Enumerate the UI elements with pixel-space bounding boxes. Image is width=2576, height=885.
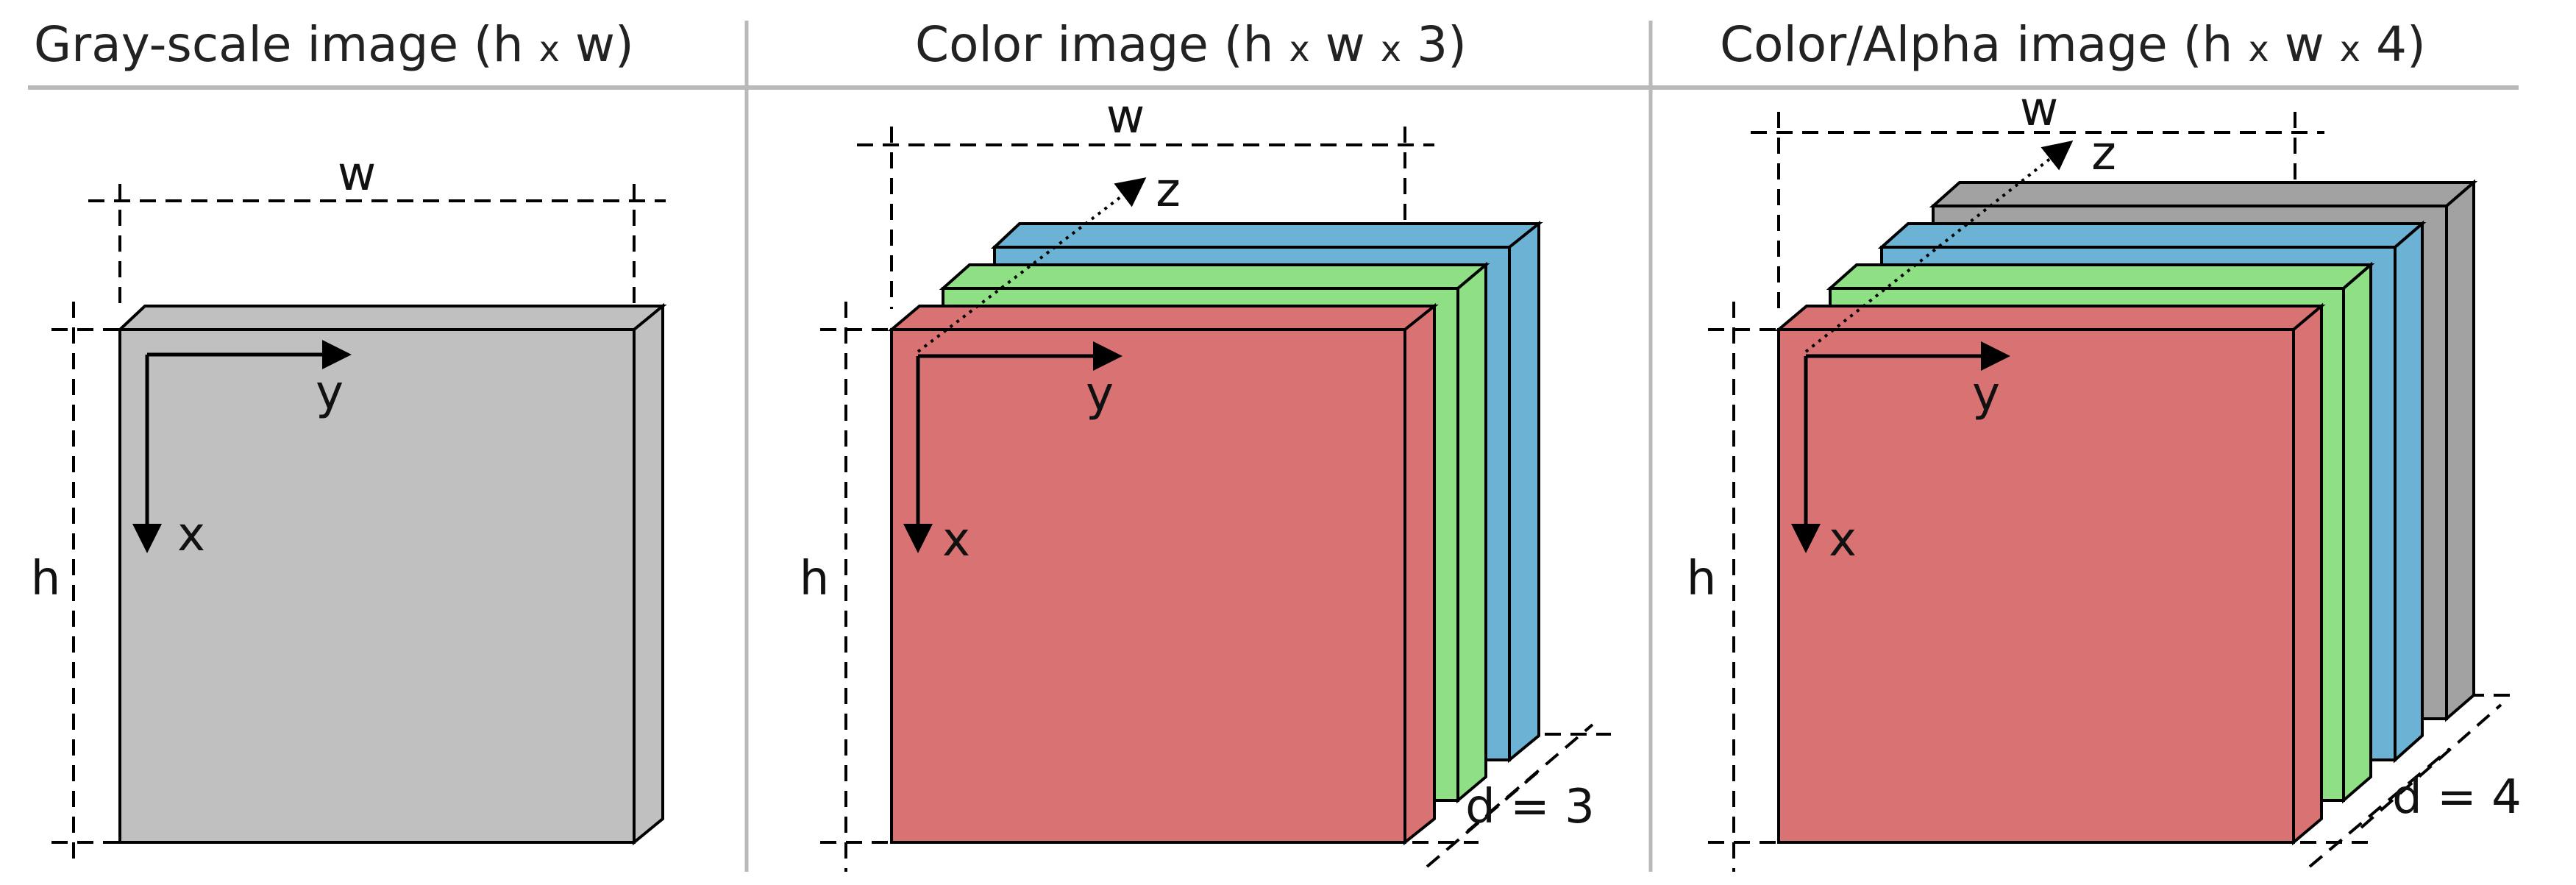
red-channel-top: [887, 305, 1439, 331]
alpha-channel-top: [1929, 181, 2478, 207]
y-label: y: [1972, 367, 2000, 422]
height-label: h: [800, 552, 830, 606]
green-channel-side: [1456, 261, 1487, 804]
panel-title-color: Color image (h x w x 3): [915, 13, 1467, 77]
title-text: 4): [2360, 16, 2426, 73]
blue-channel-side: [2394, 220, 2424, 764]
x-label: x: [942, 513, 970, 567]
blue-channel-top: [990, 222, 1543, 249]
x-label: x: [177, 508, 205, 562]
gray-channel: [118, 328, 636, 844]
y-label: y: [1086, 367, 1114, 422]
panel-title-grayscale: Gray-scale image (h x w): [34, 13, 634, 77]
x-label: x: [1829, 513, 1857, 567]
depth-label: d = 4: [2392, 770, 2522, 825]
depth-label: d = 3: [1465, 780, 1595, 834]
blue-channel-side: [1508, 220, 1540, 764]
z-label: z: [1156, 163, 1181, 218]
title-times: x: [1289, 29, 1310, 70]
height-label: h: [1687, 552, 1717, 606]
panel-grayscale: [51, 184, 667, 868]
green-channel-side: [2342, 261, 2372, 804]
red-channel-side: [1403, 302, 1436, 846]
red-channel: [1777, 328, 2295, 844]
dimension-guides: [51, 184, 666, 868]
title-text: w: [1309, 16, 1381, 73]
width-label: w: [2020, 82, 2058, 137]
red-channel-side: [2292, 302, 2323, 846]
gray-channel-top: [115, 305, 667, 331]
y-label: y: [316, 366, 344, 420]
alpha-channel-side: [2445, 179, 2475, 722]
title-times: x: [2248, 29, 2269, 70]
z-label: z: [2091, 127, 2116, 181]
title-text: Color/Alpha image (h: [1720, 16, 2249, 73]
title-times: x: [1380, 29, 1402, 70]
title-text: w: [2269, 16, 2340, 73]
green-channel-top: [939, 263, 1490, 290]
panel-title-color-alpha: Color/Alpha image (h x w x 4): [1720, 13, 2426, 77]
panel-color: [820, 127, 1611, 872]
width-label: w: [338, 147, 376, 202]
red-channel-top: [1774, 305, 2326, 331]
red-channel: [890, 328, 1406, 844]
blue-channel-top: [1877, 222, 2427, 249]
width-label: w: [1106, 90, 1145, 144]
panel-color-alpha: [1708, 112, 2516, 872]
gray-channel-side: [633, 302, 664, 846]
height-label: h: [31, 552, 61, 606]
title-times: x: [538, 29, 560, 70]
title-times: x: [2339, 29, 2361, 70]
title-text: Gray-scale image (h: [34, 16, 539, 73]
title-text: w): [560, 16, 634, 73]
green-channel-top: [1826, 263, 2375, 290]
title-text: Color image (h: [915, 16, 1289, 73]
title-text: 3): [1401, 16, 1467, 73]
